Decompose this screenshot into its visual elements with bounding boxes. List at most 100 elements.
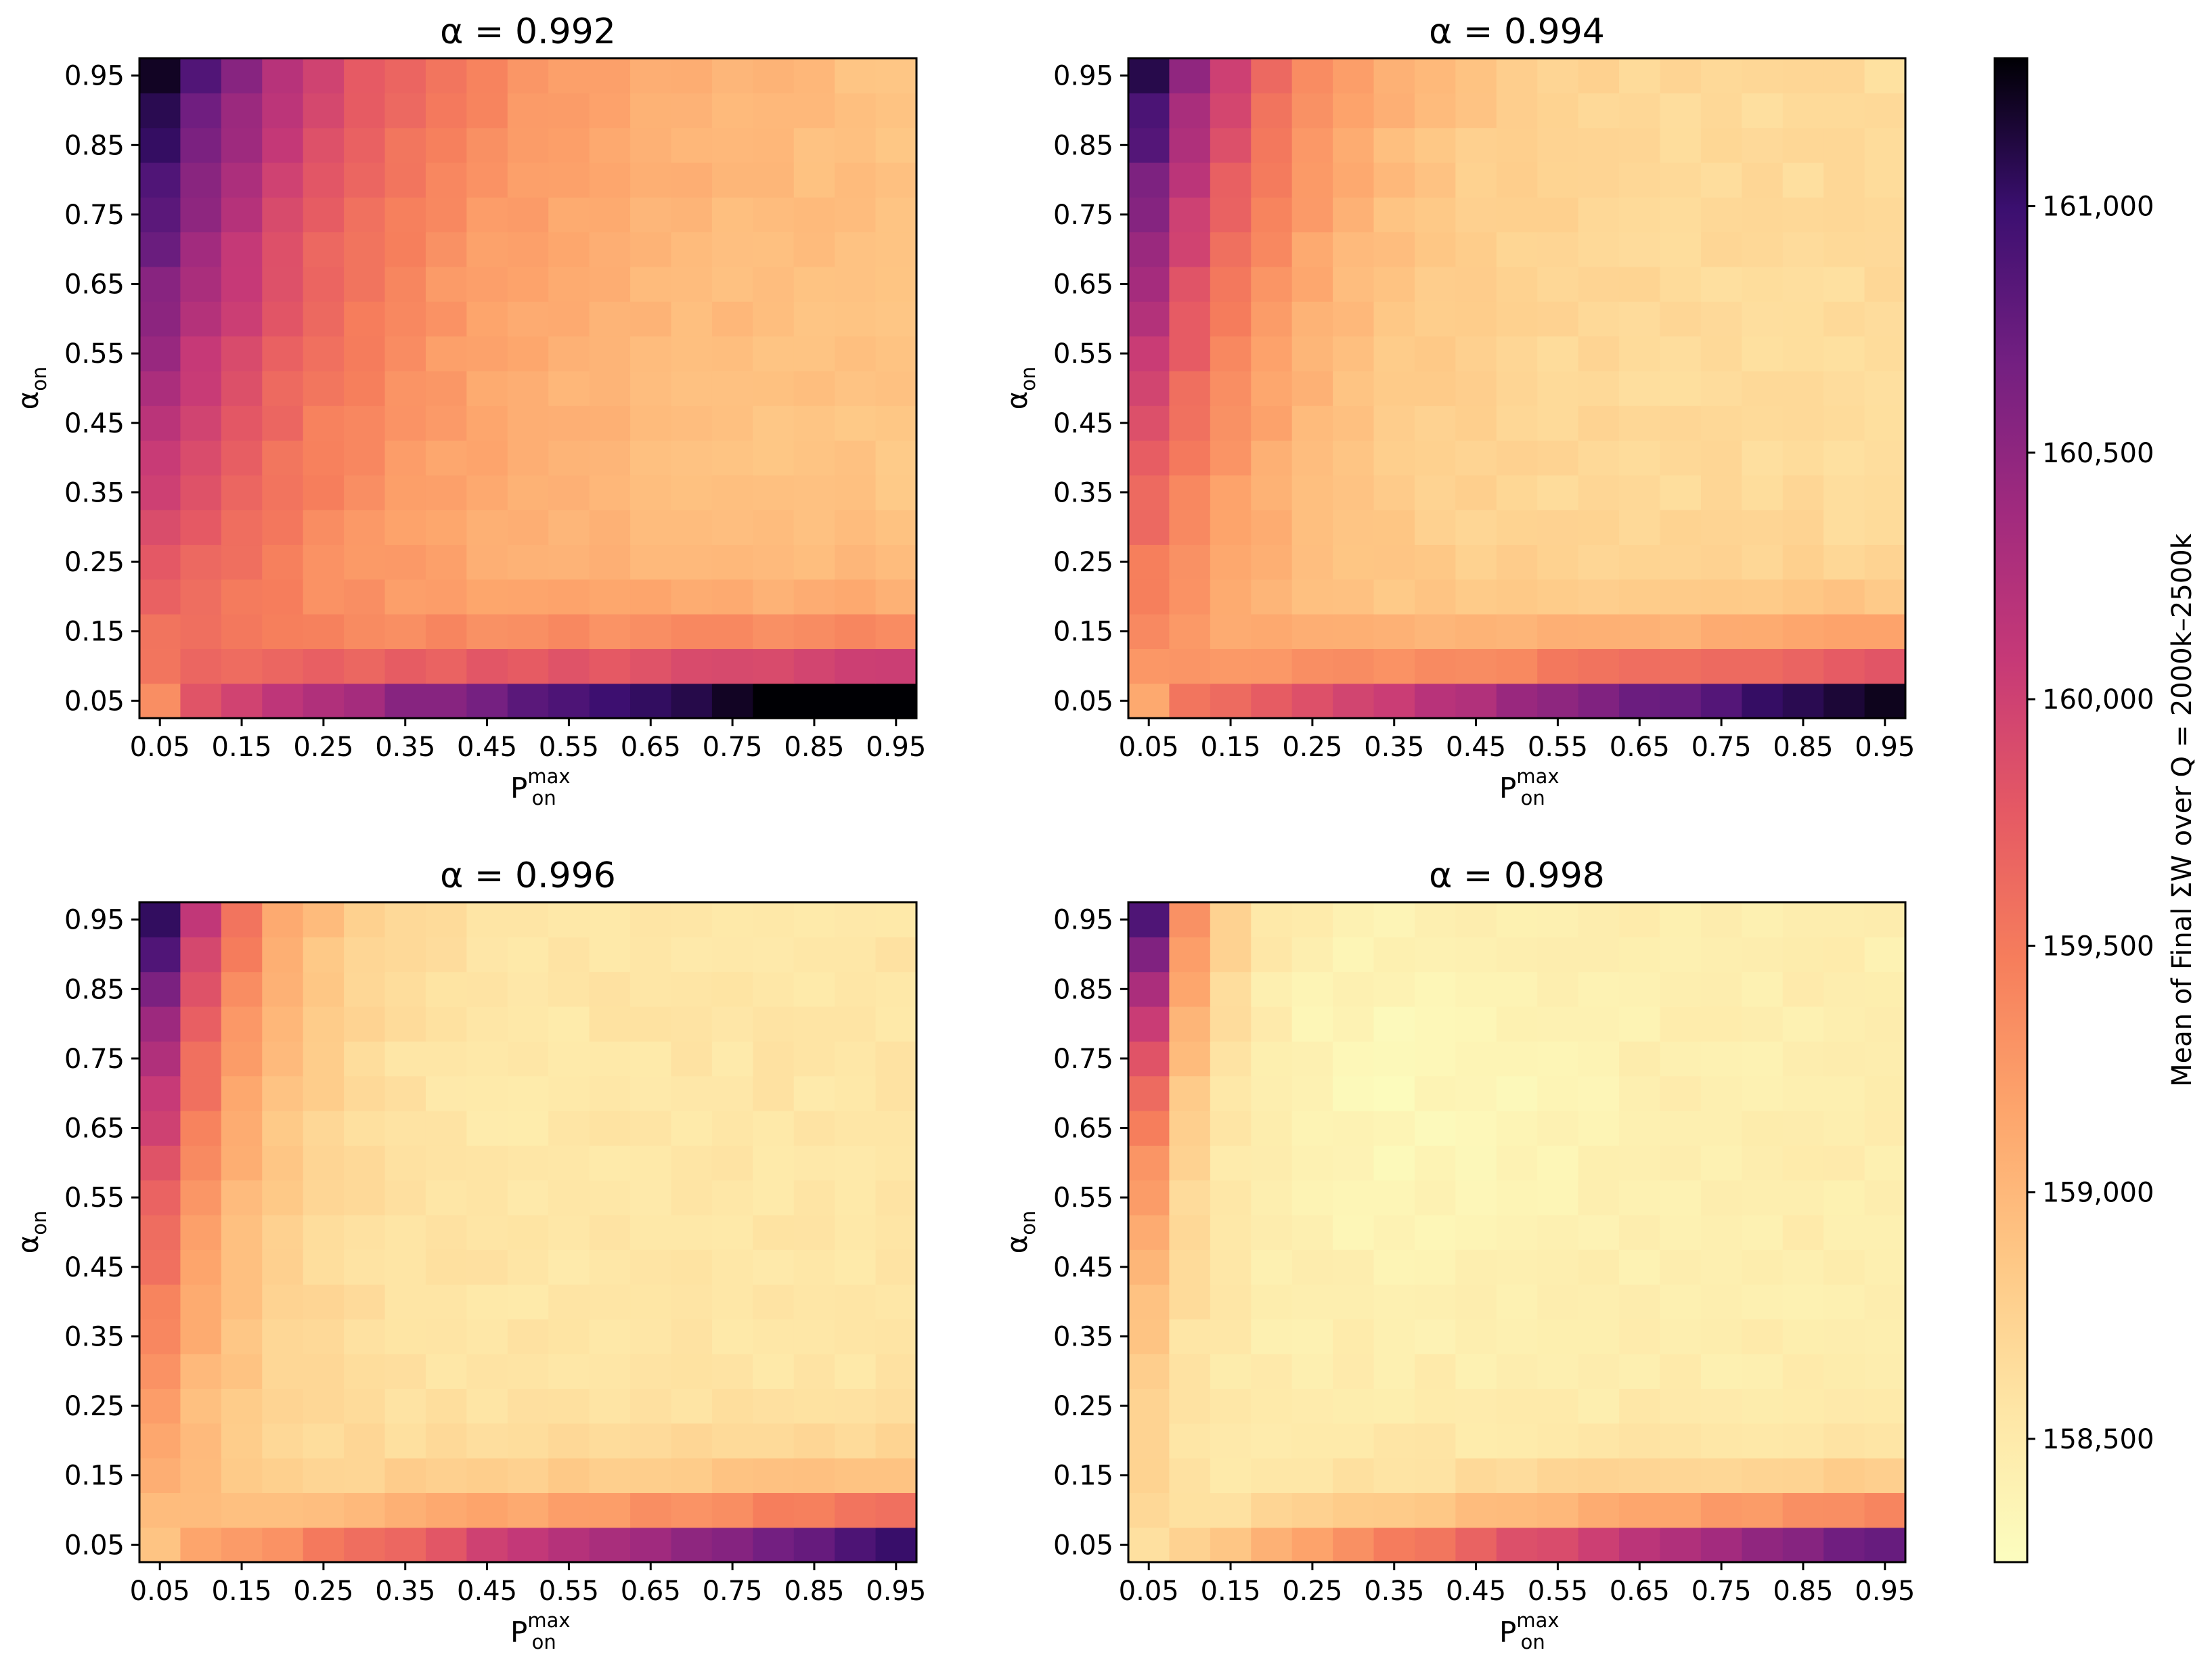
heatmap-cell — [753, 1492, 795, 1528]
heatmap-cell — [221, 648, 263, 684]
x-tick-label: 0.75 — [703, 1576, 763, 1607]
y-tick-label: 0.65 — [64, 269, 125, 301]
heatmap-cell — [466, 902, 508, 937]
y-tick-label: 0.75 — [64, 200, 125, 231]
heatmap-cell — [711, 58, 753, 93]
heatmap-cell — [793, 1006, 835, 1042]
heatmap-cell — [180, 510, 222, 546]
heatmap-cell — [1537, 1041, 1579, 1077]
heatmap-cell — [1619, 1354, 1661, 1390]
heatmap-cell — [139, 162, 181, 198]
heatmap-cell — [589, 474, 631, 510]
heatmap-cell — [180, 1214, 222, 1250]
heatmap-cell — [793, 93, 835, 129]
colorbar-tick-label: 159,500 — [2042, 931, 2154, 962]
heatmap-cell — [1333, 370, 1375, 406]
heatmap-cell — [711, 336, 753, 372]
heatmap-cell — [1210, 474, 1252, 510]
heatmap-cell — [1373, 1458, 1415, 1493]
heatmap-cell — [1455, 127, 1497, 163]
heatmap-cell — [793, 1180, 835, 1216]
heatmap-cell — [589, 971, 631, 1007]
heatmap-cell — [875, 1423, 917, 1459]
heatmap-cell — [1660, 902, 1702, 937]
heatmap-cell — [1782, 1180, 1824, 1216]
heatmap-cell — [1251, 266, 1293, 302]
heatmap-cell — [1578, 301, 1620, 337]
heatmap-cell — [1496, 937, 1538, 973]
heatmap-cell — [262, 1249, 304, 1285]
heatmap-cell — [1742, 648, 1784, 684]
heatmap-cell — [1864, 683, 1906, 719]
heatmap-cell — [180, 162, 222, 198]
heatmap-cell — [1251, 1527, 1293, 1563]
heatmap-cell — [180, 1180, 222, 1216]
x-tick-label: 0.75 — [1691, 1576, 1752, 1607]
heatmap-cell — [1578, 231, 1620, 267]
heatmap-cell — [1128, 301, 1170, 337]
heatmap-cell — [1169, 93, 1211, 129]
heatmap-cell — [589, 162, 631, 198]
heatmap-cell — [1333, 1388, 1375, 1424]
x-tick-label: 0.95 — [866, 1576, 926, 1607]
heatmap-cell — [630, 1041, 672, 1077]
heatmap-cell — [793, 1110, 835, 1146]
heatmap-cell — [548, 127, 590, 163]
heatmap-cell — [1291, 301, 1333, 337]
heatmap-cell — [1660, 336, 1702, 372]
heatmap-cell — [1251, 93, 1293, 129]
heatmap-cell — [793, 1527, 835, 1563]
heatmap-cell — [1742, 197, 1784, 233]
heatmap-cell — [1210, 544, 1252, 580]
heatmap-cell — [180, 58, 222, 93]
heatmap-cell — [425, 1284, 467, 1320]
heatmap-cell — [1496, 58, 1538, 93]
heatmap-cell — [507, 127, 549, 163]
heatmap-cell — [344, 579, 386, 615]
heatmap-cell — [875, 544, 917, 580]
heatmap-cell — [425, 1318, 467, 1354]
heatmap-cell — [1864, 127, 1906, 163]
heatmap-cell — [1660, 544, 1702, 580]
heatmap-cell — [466, 1458, 508, 1493]
heatmap-cell — [1578, 1423, 1620, 1459]
heatmap-cell — [221, 58, 263, 93]
heatmap-cell — [344, 1388, 386, 1424]
heatmap-cell — [835, 162, 877, 198]
heatmap-cell — [466, 336, 508, 372]
heatmap-cell — [262, 1075, 304, 1111]
heatmap-cell — [466, 266, 508, 302]
heatmap-cell — [180, 1354, 222, 1390]
heatmap-cell — [303, 1180, 345, 1216]
heatmap-cell — [1414, 370, 1456, 406]
heatmap-cell — [671, 1492, 713, 1528]
heatmap-cell — [1578, 1075, 1620, 1111]
heatmap-cell — [221, 474, 263, 510]
y-tick-label: 0.35 — [1053, 477, 1113, 508]
heatmap-cell — [1864, 544, 1906, 580]
y-tick-label: 0.55 — [1053, 1182, 1113, 1214]
heatmap-cell — [1660, 683, 1702, 719]
colorbar-tick-label: 158,500 — [2042, 1424, 2154, 1455]
heatmap-cell — [835, 1041, 877, 1077]
heatmap-cell — [1455, 1423, 1497, 1459]
heatmap-cell — [875, 648, 917, 684]
heatmap-cell — [630, 1388, 672, 1424]
x-tick-label: 0.15 — [1201, 1576, 1261, 1607]
heatmap-cell — [875, 231, 917, 267]
heatmap-cell — [507, 1075, 549, 1111]
x-axis-label-sub: on — [1521, 786, 1545, 809]
heatmap-cell — [1455, 93, 1497, 129]
heatmap-cell — [1578, 370, 1620, 406]
heatmap-cell — [1455, 1388, 1497, 1424]
heatmap-cell — [1700, 1075, 1742, 1111]
heatmap-cell — [1660, 1458, 1702, 1493]
heatmap-cell — [384, 648, 426, 684]
heatmap-cell — [1333, 648, 1375, 684]
heatmap-cell — [180, 231, 222, 267]
heatmap-cell — [139, 1423, 181, 1459]
heatmap-cell — [1210, 1388, 1252, 1424]
heatmap-cell — [1742, 1110, 1784, 1146]
heatmap-cell — [1823, 937, 1865, 973]
heatmap-cell — [1373, 266, 1415, 302]
